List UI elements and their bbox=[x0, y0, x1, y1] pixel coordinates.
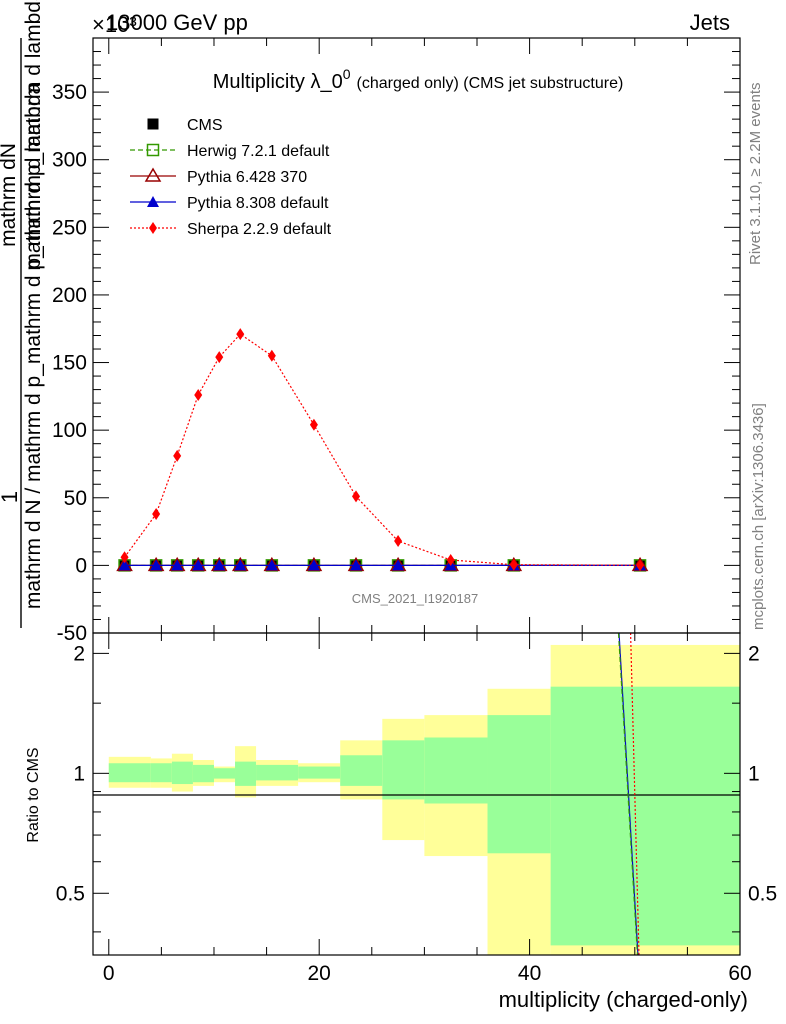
ylabel-num: mathrm dN bbox=[0, 143, 20, 247]
rivet-label: Rivet 3.1.10, ≥ 2.2M events bbox=[747, 83, 764, 266]
title-main: Multiplicity λ_0 bbox=[213, 71, 343, 93]
stat-uncertainty-band bbox=[256, 764, 299, 781]
ratio-line-herwig-7-2-1-default bbox=[617, 632, 639, 956]
ratio-y-tick-label-right: 1 bbox=[748, 762, 760, 785]
ratio-y-tick-label-right: 2 bbox=[748, 642, 760, 665]
point-sherpa-2-2-9-default bbox=[120, 551, 129, 564]
main-y-tick-label: 50 bbox=[64, 487, 87, 510]
ratio-y-tick-label: 0.5 bbox=[56, 882, 85, 905]
point-sherpa-2-2-9-default bbox=[173, 449, 182, 462]
collision-label: 13000 GeV pp bbox=[106, 10, 248, 35]
ratio-y-tick-label: 1 bbox=[73, 762, 85, 785]
ylabel-den2: mathrm d p_mathrm d lambda bbox=[22, 0, 45, 271]
point-sherpa-2-2-9-default bbox=[352, 490, 361, 503]
point-sherpa-2-2-9-default bbox=[509, 558, 518, 571]
ratio-frame bbox=[92, 632, 741, 956]
ratio-x-tick-label: 40 bbox=[518, 962, 541, 985]
ratio-line-sherpa-2-2-9-default bbox=[629, 632, 640, 956]
title-rest: (charged only) (CMS jet substructure) bbox=[357, 75, 624, 92]
main-y-tick-label: 200 bbox=[52, 284, 87, 307]
main-series-group bbox=[116, 328, 649, 572]
main-y-tick-label: 100 bbox=[52, 419, 87, 442]
main-y-tick-label: 150 bbox=[52, 352, 87, 375]
point-sherpa-2-2-9-default bbox=[267, 349, 276, 362]
point-pythia-8-308-default bbox=[150, 559, 163, 571]
stat-uncertainty-band bbox=[235, 761, 257, 786]
legend-label-pythia-6-428-370: Pythia 6.428 370 bbox=[187, 169, 307, 186]
point-pythia-8-308-default bbox=[192, 559, 205, 571]
stat-uncertainty-band bbox=[150, 763, 172, 783]
point-pythia-8-308-default bbox=[171, 559, 184, 571]
ylabel-den: mathrm d N / mathrm d p_mathrm d p_mathr… bbox=[22, 83, 45, 610]
stat-uncertainty-band bbox=[108, 763, 151, 783]
point-pythia-8-308-default bbox=[118, 559, 131, 571]
chart-title: Multiplicity λ_00 (charged only) (CMS jet… bbox=[213, 66, 624, 93]
ratio-y-tick-label: 2 bbox=[73, 642, 85, 665]
legend-marker-sherpa-2-2-9-default bbox=[149, 222, 157, 234]
point-sherpa-2-2-9-default bbox=[309, 418, 318, 431]
legend-marker-pythia-6-428-370 bbox=[144, 167, 162, 182]
point-sherpa-2-2-9-default bbox=[446, 553, 455, 566]
ratio-y-axis: 0.5 0.5 1 1 2 2 bbox=[56, 642, 777, 933]
series-line-sherpa-2-2-9-default bbox=[124, 333, 641, 566]
exponent-label: ×10³ bbox=[92, 12, 137, 37]
ratio-plot-panel: 0.5 0.5 1 1 2 2 0 20 40 60 Ratio to CMS multipli… bbox=[25, 632, 777, 1012]
ratio-x-axis: 0 20 40 60 bbox=[103, 633, 752, 985]
main-y-axis-label: 1 mathrm d N / mathrm d p_mathrm d p_mat… bbox=[0, 0, 45, 628]
point-sherpa-2-2-9-default bbox=[236, 328, 245, 341]
mcplots-label: mcplots.cern.ch [arXiv:1306.3436] bbox=[750, 403, 767, 630]
legend: CMS Herwig 7.2.1 default Pythia 6.428 370 P… bbox=[130, 117, 332, 238]
point-sherpa-2-2-9-default bbox=[215, 351, 224, 364]
point-sherpa-2-2-9-default bbox=[152, 508, 161, 520]
point-pythia-8-308-default bbox=[392, 559, 405, 571]
point-sherpa-2-2-9-default bbox=[394, 535, 403, 548]
legend-marker-pythia-8-308-default bbox=[147, 196, 159, 207]
stat-uncertainty-band bbox=[487, 715, 551, 854]
stat-uncertainty-band bbox=[298, 766, 341, 779]
ratio-x-tick-label: 20 bbox=[308, 962, 331, 985]
main-y-tick-label: 250 bbox=[52, 216, 87, 239]
jets-label: Jets bbox=[690, 10, 730, 35]
stat-uncertainty-band bbox=[192, 764, 214, 783]
ylabel-one: 1 bbox=[0, 491, 22, 503]
point-pythia-8-308-default bbox=[307, 559, 320, 571]
point-sherpa-2-2-9-default bbox=[636, 559, 645, 572]
stat-uncertainty-band bbox=[340, 755, 383, 786]
main-y-axis: -50 0 50 100 150 200 250 300 350 bbox=[52, 37, 740, 645]
point-pythia-8-308-default bbox=[350, 559, 363, 571]
point-sherpa-2-2-9-default bbox=[194, 389, 203, 401]
stat-uncertainty-band bbox=[213, 768, 236, 779]
ratio-x-tick-label: 60 bbox=[728, 962, 751, 985]
uncertainty-bands bbox=[108, 644, 740, 955]
ratio-x-tick-label: 0 bbox=[103, 962, 115, 985]
main-y-tick-label: -50 bbox=[57, 622, 87, 645]
stat-uncertainty-band bbox=[171, 761, 193, 785]
ratio-series-group bbox=[617, 632, 640, 956]
ratio-y-axis-label: Ratio to CMS bbox=[25, 747, 42, 842]
main-y-tick-label: 0 bbox=[75, 554, 87, 577]
stat-uncertainty-band bbox=[550, 686, 740, 946]
ratio-y-tick-label-right: 0.5 bbox=[748, 882, 777, 905]
main-x-ticks bbox=[108, 38, 741, 633]
title-sup: 0 bbox=[343, 66, 351, 82]
legend-marker-cms bbox=[147, 118, 159, 130]
main-plot-panel: -50 0 50 100 150 200 250 300 350 CMS_2021_I19201… bbox=[52, 37, 741, 645]
stat-uncertainty-band bbox=[382, 740, 425, 800]
legend-label-herwig-7-2-1-default: Herwig 7.2.1 default bbox=[187, 143, 330, 160]
stat-uncertainty-band bbox=[424, 737, 488, 804]
legend-label-cms: CMS bbox=[187, 117, 223, 134]
point-pythia-8-308-default bbox=[234, 559, 247, 571]
legend-marker-herwig-7-2-1-default bbox=[146, 143, 160, 157]
point-pythia-8-308-default bbox=[265, 559, 278, 571]
main-y-tick-label: 350 bbox=[52, 81, 87, 104]
main-y-tick-label: 300 bbox=[52, 149, 87, 172]
x-axis-label: multiplicity (charged-only) bbox=[499, 987, 748, 1012]
legend-label-pythia-8-308-default: Pythia 8.308 default bbox=[187, 195, 329, 212]
analysis-watermark: CMS_2021_I1920187 bbox=[352, 591, 479, 606]
legend-label-sherpa-2-2-9-default: Sherpa 2.2.9 default bbox=[187, 221, 332, 238]
point-pythia-8-308-default bbox=[213, 559, 226, 571]
